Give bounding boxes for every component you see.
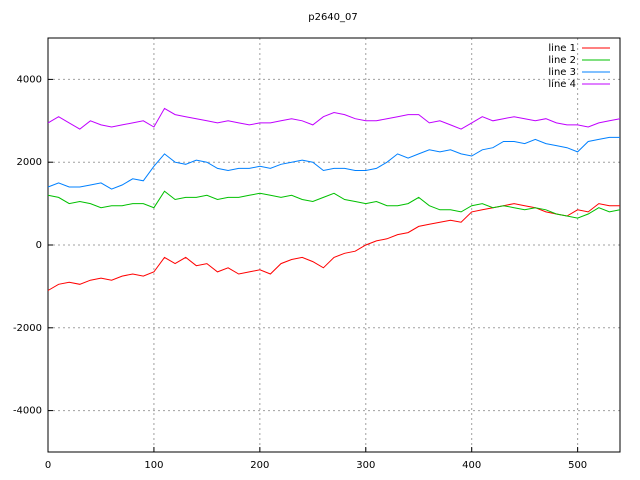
legend-label: line 4 [548,79,576,90]
x-tick-label: 0 [45,460,51,471]
legend-label: line 2 [548,55,576,66]
data-line [47,107,621,130]
plot-border [47,37,621,453]
data-line [47,203,620,291]
x-tick-label: 300 [356,460,375,471]
x-tick-label: 200 [250,460,269,471]
x-tick-label: 400 [462,460,481,471]
data-line [47,190,621,219]
y-tick-label: -4000 [13,406,42,417]
y-tick-label: 0 [36,240,42,251]
y-tick-label: 4000 [17,74,42,85]
legend-label: line 3 [548,67,576,78]
legend-label: line 1 [548,43,576,54]
data-line [47,136,620,190]
y-tick-label: -2000 [13,323,42,334]
x-tick-label: 500 [568,460,587,471]
chart-title: p2640_07 [308,12,358,23]
y-tick-label: 2000 [17,157,42,168]
x-tick-label: 100 [144,460,163,471]
